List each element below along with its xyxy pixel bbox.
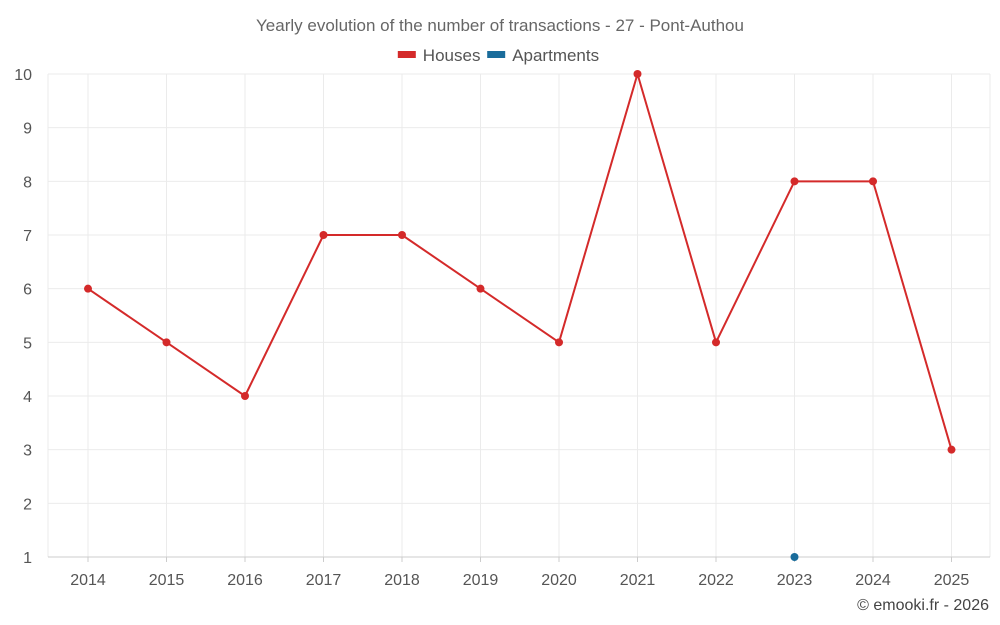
houses-point[interactable] (398, 231, 406, 239)
y-tick-label: 4 (23, 389, 32, 406)
x-tick-label: 2022 (698, 572, 734, 589)
x-tick-label: 2021 (620, 572, 656, 589)
x-tick-label: 2020 (541, 572, 577, 589)
y-tick-label: 10 (14, 67, 32, 84)
y-tick-label: 7 (23, 228, 32, 245)
y-tick-label: 2 (23, 496, 32, 513)
apartments-point[interactable] (790, 553, 799, 561)
chart-title: Yearly evolution of the number of transa… (256, 16, 744, 35)
series-apartments (790, 553, 799, 561)
houses-point[interactable] (869, 177, 877, 186)
y-tick-label: 3 (23, 443, 32, 460)
legend-label: Apartments (512, 46, 599, 65)
credit-text: © emooki.fr - 2026 (857, 597, 989, 614)
x-tick-label: 2016 (227, 572, 263, 589)
x-tick-label: 2023 (777, 572, 813, 589)
x-tick-label: 2019 (463, 572, 499, 589)
legend-swatch (487, 51, 506, 58)
x-tick-label: 2025 (934, 572, 970, 589)
legend-swatch (397, 51, 416, 58)
y-tick-label: 1 (23, 550, 32, 567)
legend-label: Houses (423, 46, 481, 65)
houses-point[interactable] (319, 231, 328, 239)
houses-point[interactable] (476, 284, 485, 293)
series (84, 70, 956, 561)
x-tick-label: 2014 (70, 572, 106, 589)
y-tick-label: 8 (23, 174, 32, 191)
grid (47, 73, 991, 557)
x-tick-label: 2015 (149, 572, 185, 589)
houses-point[interactable] (84, 284, 92, 293)
houses-point[interactable] (633, 70, 642, 78)
x-tick-label: 2018 (384, 572, 420, 589)
series-houses (84, 70, 956, 454)
houses-point[interactable] (162, 338, 171, 347)
x-tick-label: 2024 (855, 572, 891, 589)
houses-point[interactable] (241, 392, 249, 400)
axes: 1 2 3 4 5 6 7 8 9 10 2014 2015 2016 2017 2018 2019 2020 2… (14, 67, 990, 589)
houses-point[interactable] (555, 338, 563, 347)
y-tick-label: 9 (23, 121, 32, 138)
legend-item-houses[interactable]: Houses (397, 46, 481, 65)
legend: Houses Apartments (397, 46, 599, 65)
houses-point[interactable] (712, 338, 720, 347)
houses-line (87, 73, 953, 450)
legend-item-apartments[interactable]: Apartments (487, 46, 599, 65)
x-tick-label: 2017 (306, 572, 342, 589)
houses-point[interactable] (790, 177, 799, 186)
houses-point[interactable] (947, 445, 956, 454)
y-tick-label: 6 (23, 282, 32, 299)
y-tick-label: 5 (23, 335, 32, 352)
